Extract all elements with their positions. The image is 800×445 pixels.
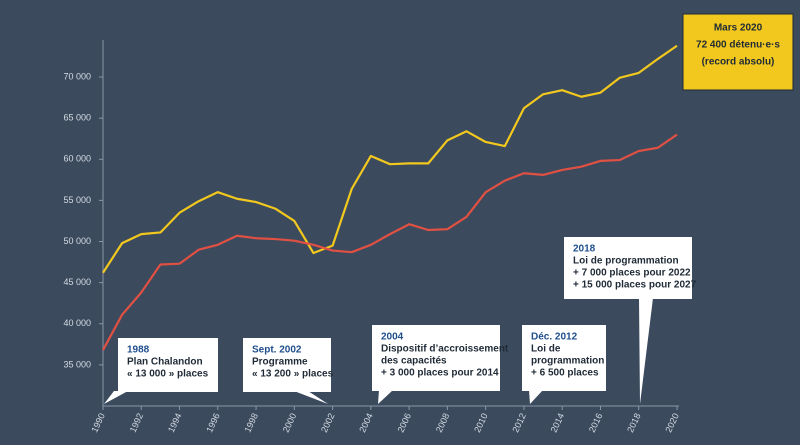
- callout-title: Déc. 2012: [531, 332, 578, 343]
- callout-text: Dispositif d’accroissement: [381, 344, 509, 355]
- callout-pointer: [639, 298, 653, 404]
- callout-text: Programme: [252, 357, 308, 368]
- y-tick-label: 40 000: [63, 318, 91, 328]
- y-tick-label: 55 000: [63, 195, 91, 205]
- y-tick-label: 60 000: [63, 154, 91, 164]
- y-tick-label: 65 000: [63, 113, 91, 123]
- callout-text: « 13 000 » places: [127, 369, 209, 380]
- callout-text: + 3 000 places pour 2014: [381, 368, 499, 379]
- callout-text: + 15 000 places pour 2027: [573, 280, 697, 291]
- callout-title: Sept. 2002: [252, 345, 302, 356]
- callout-box: [243, 338, 331, 392]
- y-tick-label: 70 000: [63, 71, 91, 81]
- y-tick-label: 35 000: [63, 359, 91, 369]
- callout-box: [372, 325, 500, 391]
- y-tick-label: 50 000: [63, 236, 91, 246]
- callout-text: Plan Chalandon: [127, 357, 203, 368]
- callout-pointer: [378, 390, 393, 404]
- series-line: [102, 133, 678, 351]
- callout-text: Loi de: [531, 344, 561, 355]
- y-tick-label: 45 000: [63, 277, 91, 287]
- callout-text: 72 400 détenu·e·s: [696, 40, 780, 51]
- annotation: Mars 2020 72 400 détenu·e·s (record absolu…: [682, 13, 794, 91]
- callout-text: (record absolu): [702, 57, 775, 68]
- callout-pointer: [104, 391, 128, 404]
- callout-box: [522, 325, 606, 391]
- callout-text: + 7 000 places pour 2022: [573, 268, 691, 279]
- callout-text: programmation: [531, 356, 604, 367]
- callout-title: 1988: [127, 345, 150, 356]
- callout-box: [564, 237, 692, 299]
- callout-box: [118, 338, 218, 392]
- callout-text: Loi de programmation: [573, 256, 679, 267]
- callout-title: 2004: [381, 332, 404, 343]
- callout-pointer: [529, 390, 543, 404]
- callout-text: des capacités: [381, 356, 447, 367]
- callout-pointer: [294, 391, 328, 404]
- callout-text: + 6 500 places: [531, 368, 599, 379]
- callout-title: 2018: [573, 244, 596, 255]
- callout-title: Mars 2020: [714, 23, 763, 34]
- series-line: [102, 44, 678, 274]
- callout-text: « 13 200 » places: [252, 369, 334, 380]
- callout-box: [682, 13, 794, 91]
